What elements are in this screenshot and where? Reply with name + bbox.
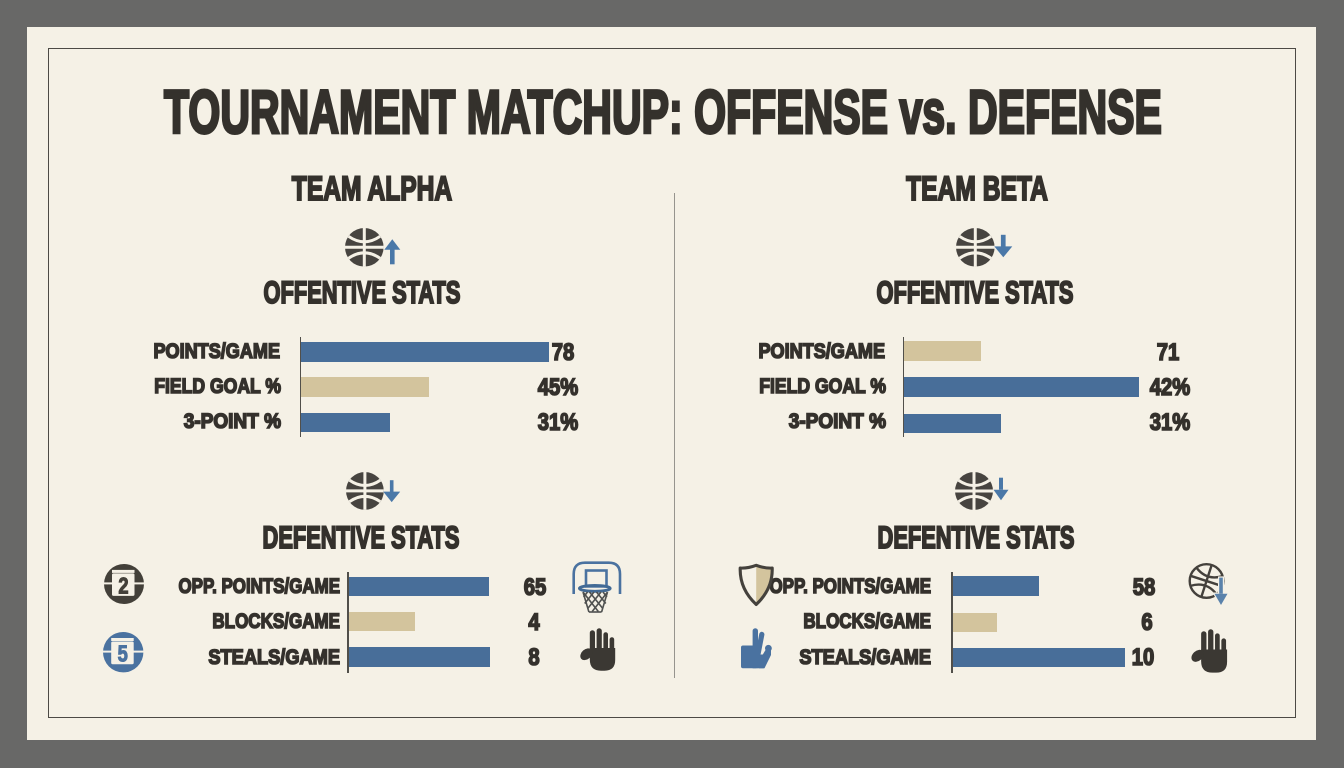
svg-text:5: 5 — [117, 641, 127, 667]
svg-text:2: 2 — [118, 573, 128, 599]
